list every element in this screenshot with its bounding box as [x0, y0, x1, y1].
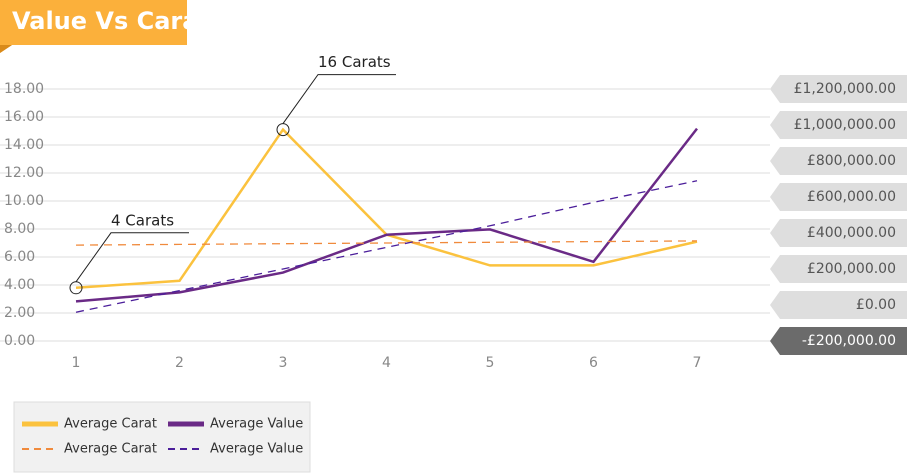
y-tick-label: 12.00 [4, 165, 44, 181]
y2-tick-box [770, 111, 907, 139]
annotation-leader [282, 74, 396, 124]
x-tick-label: 3 [279, 355, 288, 371]
series-line [75, 127, 698, 303]
y-tick-label: 10.00 [4, 193, 44, 209]
annotation: 16 Carats [318, 53, 391, 71]
y-tick-label: 18.00 [4, 81, 44, 97]
y2-tick-box [770, 147, 907, 175]
series-line [75, 127, 698, 290]
chart-title: Value Vs Carat [12, 7, 210, 35]
trend-line [75, 180, 698, 313]
legend-label: Average Carat [64, 442, 157, 457]
y2-tick-label: £1,000,000.00 [794, 117, 896, 133]
y2-tick-label: £800,000.00 [807, 153, 896, 169]
x-tick-label: 2 [175, 355, 184, 371]
y2-tick-label: £400,000.00 [807, 225, 896, 241]
y-tick-label: 8.00 [4, 221, 35, 237]
y-tick-label: 2.00 [4, 305, 35, 321]
y2-tick-label: £1,200,000.00 [794, 81, 896, 97]
annotation-marker [276, 123, 290, 137]
y-tick-label: 4.00 [4, 277, 35, 293]
x-tick-label: 5 [486, 355, 495, 371]
y2-tick-box [770, 183, 907, 211]
title-banner [0, 0, 187, 53]
x-tick-label: 1 [72, 355, 81, 371]
y2-tick-box [770, 75, 907, 103]
y2-tick-label: £600,000.00 [807, 189, 896, 205]
y-tick-label: 16.00 [4, 109, 44, 125]
trend-line [75, 240, 698, 246]
y2-tick-box [770, 255, 907, 283]
y2-tick-label: £0.00 [856, 297, 896, 313]
legend-label: Average Value [210, 417, 303, 432]
y2-tick-box [770, 327, 907, 355]
x-tick-label: 4 [382, 355, 391, 371]
legend-label: Average Value [210, 442, 303, 457]
x-tick-label: 7 [693, 355, 702, 371]
y-tick-label: 6.00 [4, 249, 35, 265]
y2-tick-box [770, 291, 907, 319]
title-fold [0, 45, 12, 53]
legend-label: Average Carat [64, 417, 157, 432]
y-tick-label: 0.00 [4, 333, 35, 349]
annotation-leader [75, 232, 189, 283]
annotation: 4 Carats [111, 211, 174, 229]
y2-tick-label: -£200,000.00 [802, 333, 896, 349]
y-tick-label: 14.00 [4, 137, 44, 153]
legend-box [13, 401, 311, 473]
y2-tick-box [770, 219, 907, 247]
x-tick-label: 6 [589, 355, 598, 371]
y2-tick-label: £200,000.00 [807, 261, 896, 277]
